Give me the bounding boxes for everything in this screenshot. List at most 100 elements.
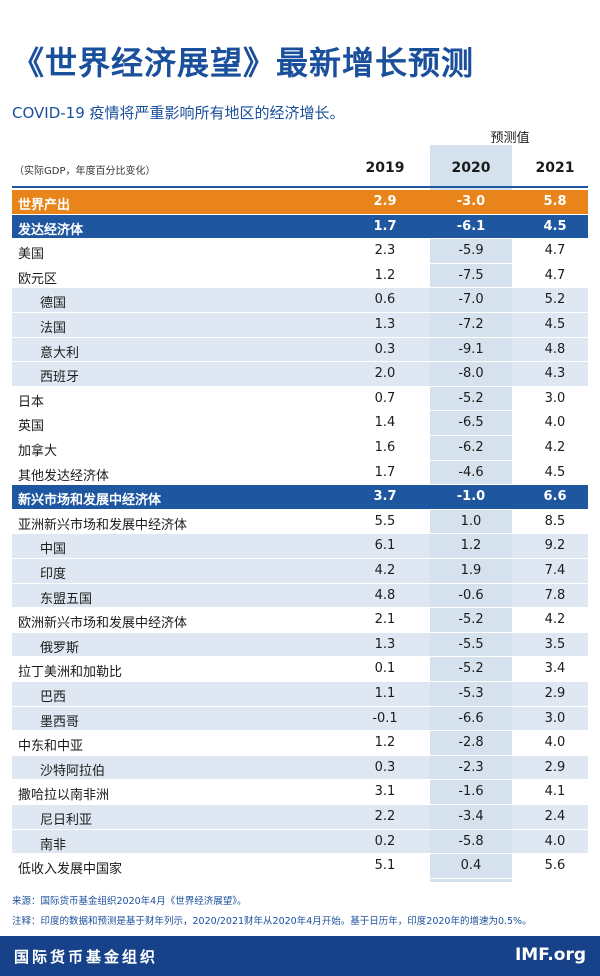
footnote: 注释：印度的数据和预测是基于财年列示，2020/2021财年从2020年4月开始… [12, 916, 532, 927]
cell-value: -7.0 [458, 292, 484, 308]
table-row: 西班牙 2.0 -8.0 4.3 [12, 362, 588, 387]
cell-value: -0.6 [458, 587, 484, 603]
row-bg [12, 583, 430, 608]
cell-value: 4.8 [544, 341, 566, 357]
table-row: 尼日利亚 2.2 -3.4 2.4 [12, 805, 588, 830]
cell-value: 4.2 [544, 440, 566, 455]
row-label: 印度 [40, 567, 67, 582]
cell-value: 3.0 [544, 710, 566, 726]
cell-value: 1.4 [374, 415, 396, 431]
row-label: 世界产出 [18, 198, 71, 213]
table-row: 沙特阿拉伯 0.3 -2.3 2.9 [12, 755, 588, 781]
row-label: 尼日利亚 [40, 813, 93, 828]
column-header: 2020 [451, 160, 491, 176]
cell-value: 1.2 [374, 735, 396, 751]
cell-value: -6.2 [458, 440, 484, 455]
table-row: 法国 1.3 -7.2 4.5 [12, 313, 588, 338]
cell-value: -5.8 [458, 833, 484, 849]
cell-value: 5.5 [374, 513, 396, 529]
row-label: 新兴市场和发展中经济体 [18, 493, 162, 509]
cell-value: 3.4 [544, 661, 566, 677]
source: 来源：国际货币基金组织2020年4月《世界经济展望》。 [12, 896, 247, 907]
cell-value: 0.3 [374, 759, 396, 775]
row-bg [12, 755, 430, 780]
cell-value: 5.6 [544, 858, 566, 874]
cell-value: 4.5 [543, 218, 567, 234]
cell-value: 1.9 [460, 563, 482, 578]
cell-value: 4.5 [544, 317, 566, 332]
cell-value: -6.5 [458, 415, 484, 431]
row-label: 沙特阿拉伯 [40, 763, 106, 779]
row-bg [512, 362, 588, 386]
table-row: 南非 0.2 -5.8 4.0 [12, 829, 588, 855]
cell-value: 2.0 [374, 366, 396, 382]
cell-value: 4.0 [544, 833, 566, 849]
row-bg [12, 632, 430, 657]
cell-value: -7.2 [458, 317, 484, 332]
cell-value: 1.3 [374, 636, 396, 652]
cell-value: 5.2 [544, 292, 566, 308]
cell-value: -5.2 [458, 612, 484, 628]
table-row: 印度 4.2 1.9 7.4 [12, 559, 588, 584]
cell-value: 5.1 [374, 858, 396, 874]
cell-value: 6.6 [543, 489, 567, 505]
row-bg [12, 559, 430, 583]
subtitle: COVID-19 疫情将严重影响所有地区的经济增长。 [12, 104, 345, 122]
row-bg [12, 337, 430, 362]
table-row: 德国 0.6 -7.0 5.2 [12, 288, 588, 313]
cell-value: -6.6 [458, 710, 484, 726]
row-label: 其他发达经济体 [18, 468, 110, 484]
cell-value: 1.2 [374, 267, 396, 283]
row-bg [12, 829, 430, 854]
row-bg [12, 362, 430, 386]
cell-value: -6.1 [456, 218, 486, 234]
cell-value: 1.3 [374, 317, 396, 332]
table-note: （实际GDP，年度百分比变化） [14, 166, 156, 177]
table-row: 英国 1.4 -6.5 4.0 [12, 411, 588, 436]
row-bg [512, 559, 588, 583]
table-row: 墨西哥 -0.1 -6.6 3.0 [12, 706, 588, 732]
row-label: 东盟五国 [40, 591, 93, 607]
cell-value: 0.1 [374, 661, 396, 677]
cell-value: -9.1 [458, 341, 484, 357]
cell-value: 0.7 [374, 390, 396, 406]
row-label: 低收入发展中国家 [18, 862, 123, 878]
table-row: 新兴市场和发展中经济体 3.7 -1.0 6.6 [12, 485, 588, 510]
cell-value: -0.1 [372, 710, 398, 726]
cell-value: 1.0 [460, 513, 482, 529]
row-bg [12, 706, 430, 731]
org-name: 国际货币基金组织 [14, 948, 159, 966]
cell-value: -1.0 [456, 489, 486, 505]
cell-value: -3.4 [458, 809, 484, 824]
cell-value: 4.0 [544, 735, 566, 751]
row-bg [512, 632, 588, 657]
site: IMF.org [514, 945, 586, 965]
row-bg [12, 682, 430, 706]
cell-value: -5.3 [458, 686, 484, 701]
cell-value: 1.6 [374, 440, 396, 455]
row-label: 西班牙 [40, 370, 80, 386]
cell-value: 1.2 [460, 538, 482, 554]
title: 《世界经济展望》最新增长预测 [12, 44, 475, 82]
cell-value: 2.2 [374, 809, 396, 824]
cell-value: 8.5 [544, 513, 566, 529]
row-label: 英国 [18, 419, 45, 435]
column-header: 2021 [535, 160, 575, 176]
column-header: 2019 [365, 160, 405, 176]
row-bg [512, 829, 588, 854]
table-row: 俄罗斯 1.3 -5.5 3.5 [12, 632, 588, 658]
cell-value: 2.4 [544, 809, 566, 824]
row-label: 发达经济体 [18, 222, 84, 238]
cell-value: 3.1 [374, 784, 396, 800]
row-bg [512, 706, 588, 731]
row-label: 拉丁美洲和加勒比 [18, 665, 123, 681]
cell-value: 4.7 [544, 267, 566, 283]
cell-value: -7.5 [458, 267, 484, 283]
row-label: 巴西 [40, 690, 67, 705]
cell-value: 0.4 [460, 858, 482, 874]
cell-value: 0.6 [374, 292, 396, 308]
forecast-label: 预测值 [490, 131, 530, 146]
row-label: 德国 [40, 296, 67, 312]
cell-value: 9.2 [544, 538, 566, 554]
